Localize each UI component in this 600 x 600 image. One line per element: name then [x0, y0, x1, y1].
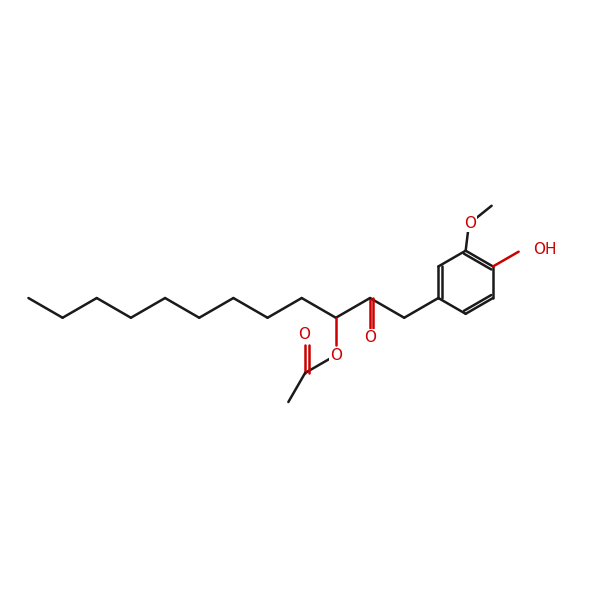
Text: O: O	[364, 330, 376, 345]
Text: O: O	[298, 327, 310, 342]
Text: O: O	[464, 216, 476, 231]
Text: OH: OH	[533, 242, 557, 257]
Text: O: O	[330, 348, 342, 363]
